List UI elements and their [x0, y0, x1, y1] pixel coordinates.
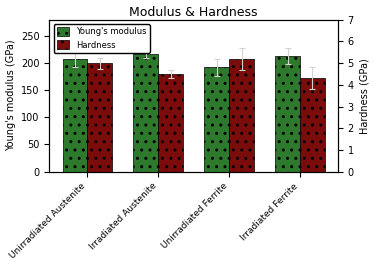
Bar [275, 56, 300, 172]
Bar [229, 59, 254, 172]
Title: Modulus & Hardness: Modulus & Hardness [129, 6, 258, 19]
Bar [63, 59, 87, 172]
Bar [134, 54, 158, 172]
Bar [204, 68, 229, 172]
Y-axis label: Young's modulus (GPa): Young's modulus (GPa) [6, 40, 15, 151]
Legend: Young's modulus, Hardness: Young's modulus, Hardness [54, 24, 150, 53]
Bar [300, 78, 325, 172]
Bar [87, 63, 112, 172]
Bar [158, 74, 183, 172]
Y-axis label: Hardness (GPa): Hardness (GPa) [360, 58, 369, 134]
